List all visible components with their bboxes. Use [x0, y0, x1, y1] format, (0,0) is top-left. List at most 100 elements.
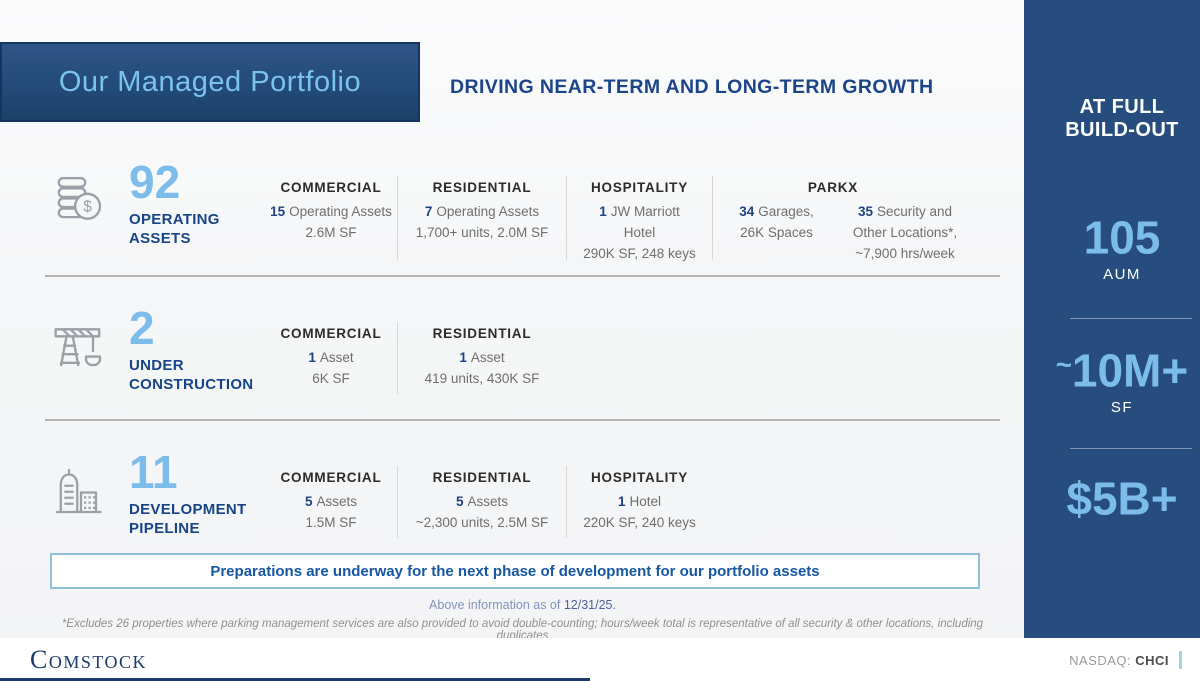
callout-text: Preparations are underway for the next p…	[210, 562, 820, 580]
asset-detail-line: 1,700+ units, 2.0M SF	[415, 225, 549, 240]
commercial-column: COMMERCIAL 15 Operating Assets 2.6M SF	[265, 150, 397, 243]
row-label: DEVELOPMENT PIPELINE	[129, 501, 247, 537]
asset-count-label: Garages,	[758, 204, 814, 219]
as-of-date: 12/31/25.	[563, 598, 616, 612]
asset-detail-line: 26K Spaces	[740, 225, 813, 240]
asset-count-label: Asset	[470, 350, 505, 365]
asset-count-line: 5 Assets	[398, 491, 566, 512]
asset-count-line: 35 Security and	[840, 201, 970, 222]
row-count: 92	[129, 156, 181, 208]
category-header: HOSPITALITY	[590, 470, 689, 485]
portfolio-row-construction: 2 UNDER CONSTRUCTION COMMERCIAL 1 Asset 6…	[45, 296, 1000, 414]
stat-divider	[1070, 318, 1192, 319]
parkx-subrow: 34 Garages, 26K Spaces 35 Security and Oth…	[713, 201, 1000, 264]
stat-unit: SF	[1110, 399, 1134, 417]
asset-count-label: Security and	[876, 204, 953, 219]
asset-count-label: Asset	[319, 350, 354, 365]
title-banner: Our Managed Portfolio	[0, 42, 420, 122]
asset-count-line: 34 Garages,	[713, 201, 840, 222]
residential-column: RESIDENTIAL 1 Asset 419 units, 430K SF	[398, 296, 566, 389]
asset-count-label: Assets	[467, 494, 509, 509]
asset-count-number: 1	[617, 494, 626, 509]
asset-count-label: Operating Assets	[436, 204, 540, 219]
category-header: HOSPITALITY	[590, 180, 689, 195]
asset-count-label: Assets	[316, 494, 358, 509]
category-header: COMMERCIAL	[280, 326, 382, 341]
callout-banner: Preparations are underway for the next p…	[50, 553, 980, 589]
logo-underline-rule	[0, 678, 590, 681]
parkx-security-subcolumn: 35 Security and Other Locations*, ~7,900 …	[840, 201, 970, 264]
asset-detail-line: 419 units, 430K SF	[424, 371, 540, 386]
asset-count-number: 35	[857, 204, 873, 219]
residential-column: RESIDENTIAL 7 Operating Assets 1,700+ uni…	[398, 150, 566, 243]
category-header: RESIDENTIAL	[432, 180, 532, 195]
row-label: UNDER CONSTRUCTION	[129, 357, 254, 393]
ticker-bar	[1179, 651, 1182, 669]
residential-column: RESIDENTIAL 5 Assets ~2,300 units, 2.5M S…	[398, 440, 566, 533]
category-header: RESIDENTIAL	[432, 326, 532, 341]
parkx-garages-subcolumn: 34 Garages, 26K Spaces	[713, 201, 840, 264]
asset-count-number: 5	[304, 494, 313, 509]
asset-count-line: 1 Hotel	[567, 491, 712, 512]
ticker: NASDAQ: CHCI	[1069, 651, 1182, 669]
row-label: OPERATING ASSETS	[129, 211, 220, 247]
footer: Comstock NASDAQ: CHCI	[0, 638, 1200, 681]
asset-count-number: 5	[455, 494, 464, 509]
asset-count-number: 1	[308, 350, 316, 365]
asset-count-number: 1	[459, 350, 467, 365]
asset-count-number: 1	[599, 204, 607, 219]
stat-value: 105	[1083, 211, 1161, 264]
parkx-header: PARKX	[807, 180, 859, 195]
page-subtitle: DRIVING NEAR-TERM AND LONG-TERM GROWTH	[450, 76, 934, 98]
asset-count-line: 7 Operating Assets	[398, 201, 566, 222]
hospitality-column: HOSPITALITY 1 JW Marriott Hotel 290K SF, …	[567, 150, 712, 264]
asset-count-label: JW Marriott	[610, 204, 680, 219]
parkx-column: PARKX 34 Garages, 26K Spaces 35 Security a…	[713, 150, 1000, 264]
column-divider	[397, 322, 398, 394]
comstock-logo: Comstock	[30, 645, 148, 674]
asset-detail-line: Other Locations*,	[852, 225, 958, 240]
category-header: COMMERCIAL	[280, 470, 382, 485]
development-buildings-icon	[45, 440, 115, 520]
row-count: 11	[129, 446, 178, 498]
operating-assets-icon: $	[45, 150, 115, 228]
column-divider	[566, 176, 567, 260]
portfolio-row-operating: $ 92 OPERATING ASSETS COMMERCIAL 15 Opera…	[45, 150, 1000, 280]
asset-detail-line: 290K SF, 248 keys	[583, 246, 696, 261]
asset-detail-line: Hotel	[623, 225, 656, 240]
buildout-heading: AT FULL BUILD-OUT	[1065, 96, 1179, 141]
asset-count-label: Hotel	[629, 494, 662, 509]
stat-block-value: $5B+	[1046, 468, 1198, 527]
column-divider	[397, 466, 398, 538]
category-header: RESIDENTIAL	[432, 470, 532, 485]
asset-count-number: 15	[270, 204, 286, 219]
asset-detail-line: 2.6M SF	[305, 225, 357, 240]
row-divider	[45, 275, 1000, 277]
commercial-column: COMMERCIAL 1 Asset 6K SF	[265, 296, 397, 389]
asset-detail-line: ~2,300 units, 2.5M SF	[415, 515, 549, 530]
asset-count-line: 5 Assets	[265, 491, 397, 512]
stat-block-sf: ~10M+ SF	[1046, 340, 1198, 416]
stat-value: ~10M+	[1055, 344, 1189, 397]
portfolio-row-development: 11 DEVELOPMENT PIPELINE COMMERCIAL 5 Asse…	[45, 440, 1000, 550]
row-count-block: 92 OPERATING ASSETS	[115, 150, 265, 248]
row-divider	[45, 419, 1000, 421]
asset-detail-line: 220K SF, 240 keys	[583, 515, 696, 530]
asset-detail-line: 6K SF	[312, 371, 350, 386]
page-title: Our Managed Portfolio	[58, 65, 362, 98]
stat-divider	[1070, 448, 1192, 449]
hospitality-column: HOSPITALITY 1 Hotel 220K SF, 240 keys	[567, 440, 712, 533]
asset-count-line: 1 Asset	[398, 347, 566, 368]
column-divider	[397, 176, 398, 260]
column-divider	[712, 176, 713, 260]
ticker-symbol: CHCI	[1135, 653, 1169, 668]
buildout-panel: AT FULL BUILD-OUT 105 AUM ~10M+ SF $5B+	[1024, 0, 1200, 638]
as-of-note: Above information as of 12/31/25.	[45, 598, 1000, 612]
column-divider	[566, 466, 567, 538]
stat-block-aum: 105 AUM	[1046, 207, 1198, 283]
asset-count-label: Operating Assets	[289, 204, 392, 219]
commercial-column: COMMERCIAL 5 Assets 1.5M SF	[265, 440, 397, 533]
asset-count-line: 1 Asset	[265, 347, 397, 368]
category-header: COMMERCIAL	[280, 180, 382, 195]
